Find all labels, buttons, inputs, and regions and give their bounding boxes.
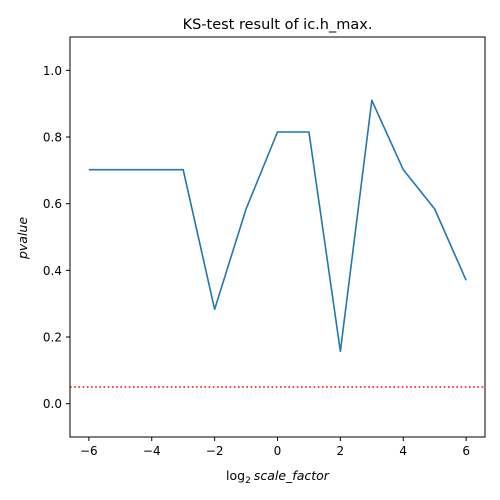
x-axis-label: log2 scale_factor bbox=[226, 468, 330, 486]
x-axis-label-prefix: log bbox=[226, 468, 245, 483]
y-tick-label: 0.6 bbox=[43, 197, 62, 211]
x-axis-ticks: −6 −4 −2 0 2 4 6 bbox=[80, 437, 470, 458]
series-line-0 bbox=[88, 99, 467, 353]
y-tick-label: 0.2 bbox=[43, 331, 62, 345]
y-tick-label: 1.0 bbox=[43, 64, 62, 78]
x-tick-label: −2 bbox=[206, 444, 224, 458]
x-tick-label: 2 bbox=[337, 444, 345, 458]
y-tick-label: 0.8 bbox=[43, 131, 62, 145]
y-tick-label: 0.4 bbox=[43, 264, 62, 278]
y-tick-label: 0.0 bbox=[43, 397, 62, 411]
y-axis-label: pvalue bbox=[15, 217, 30, 260]
x-tick-label: −6 bbox=[80, 444, 98, 458]
x-axis-label-variable: scale_factor bbox=[254, 468, 330, 483]
x-tick-label: −4 bbox=[143, 444, 161, 458]
y-axis-ticks: 0.0 0.2 0.4 0.6 0.8 1.0 bbox=[43, 64, 70, 411]
chart-title: KS-test result of ic.h_max. bbox=[183, 17, 373, 33]
plot-area bbox=[70, 99, 485, 388]
x-tick-label: 0 bbox=[274, 444, 282, 458]
x-tick-label: 6 bbox=[462, 444, 470, 458]
x-axis-label-subscript: 2 bbox=[245, 476, 251, 486]
x-tick-label: 4 bbox=[399, 444, 407, 458]
